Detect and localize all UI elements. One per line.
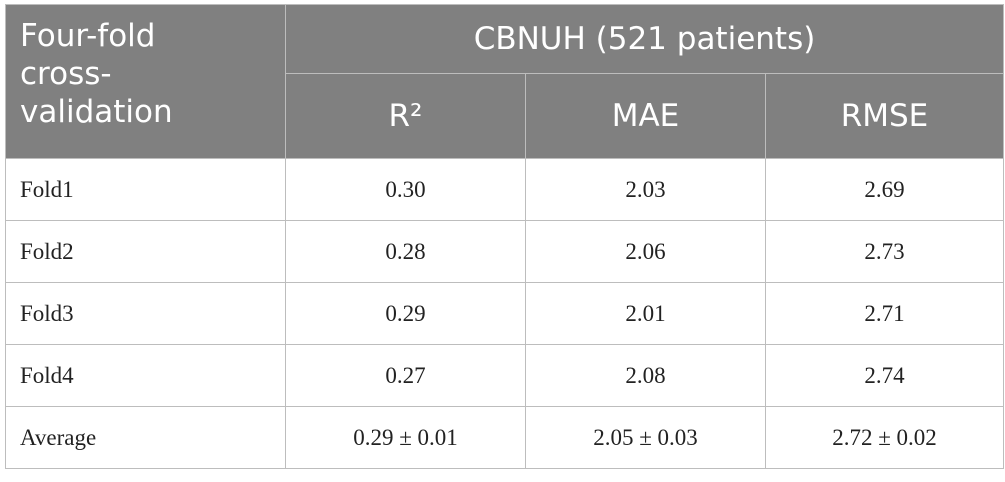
- metric-header: R²: [285, 73, 526, 159]
- table-row: Fold3 0.29 2.01 2.71: [5, 282, 1005, 345]
- cell: 2.71: [764, 282, 1005, 345]
- cell: 0.28: [285, 220, 526, 283]
- cell: 0.29 ± 0.01: [285, 406, 526, 469]
- header-cell: CBNUH (521 patients): [284, 4, 1005, 74]
- header-cell: Four-fold cross-validation: [5, 4, 286, 159]
- cell: 2.72 ± 0.02: [764, 406, 1005, 469]
- results-table: Four-fold cross-validation CBNUH (521 pa…: [5, 4, 1005, 469]
- cell: 0.27: [285, 344, 526, 407]
- cell: 2.05 ± 0.03: [525, 406, 766, 469]
- cell: 2.69: [764, 158, 1005, 221]
- cell: 2.08: [525, 344, 766, 407]
- cell: 2.74: [764, 344, 1005, 407]
- cell: 0.29: [285, 282, 526, 345]
- metric-header: MAE: [525, 73, 766, 159]
- header-text: Four-fold cross-validation: [20, 18, 173, 130]
- table-header: Four-fold cross-validation CBNUH (521 pa…: [5, 4, 1005, 159]
- cell: 2.01: [525, 282, 766, 345]
- row-label: Average: [5, 406, 286, 469]
- cell: 2.73: [764, 220, 1005, 283]
- cell: 2.06: [525, 220, 766, 283]
- header-row: R² MAE RMSE: [6, 73, 1005, 159]
- table-row: Fold4 0.27 2.08 2.74: [5, 344, 1005, 407]
- cell: 0.30: [285, 158, 526, 221]
- cell: 2.03: [525, 158, 766, 221]
- row-label: Fold1: [5, 158, 286, 221]
- row-label: Fold4: [5, 344, 286, 407]
- table-row: Fold1 0.30 2.03 2.69: [5, 158, 1005, 221]
- table-row: Average 0.29 ± 0.01 2.05 ± 0.03 2.72 ± 0.02: [5, 406, 1005, 469]
- metric-header: RMSE: [764, 73, 1005, 159]
- table-row: Fold2 0.28 2.06 2.73: [5, 220, 1005, 283]
- row-label: Fold3: [5, 282, 286, 345]
- table-body: Fold1 0.30 2.03 2.69 Fold2 0.28 2.06 2.73 Fold3 0…: [5, 158, 1005, 469]
- row-label: Fold2: [5, 220, 286, 283]
